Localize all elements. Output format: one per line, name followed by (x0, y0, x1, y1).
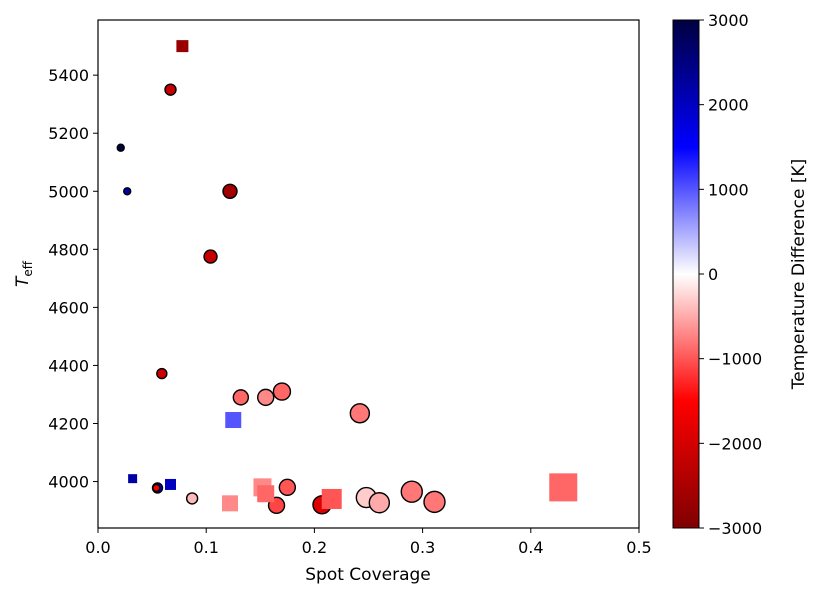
square-point (176, 40, 189, 53)
square-point (222, 495, 239, 512)
x-tick-label: 0.2 (302, 538, 327, 557)
y-tick-label: 4000 (48, 473, 89, 492)
x-tick-label: 0.1 (193, 538, 218, 557)
colorbar (672, 19, 700, 529)
colorbar-tick-label: −2000 (708, 434, 762, 453)
circle-point (368, 492, 391, 514)
square-point (128, 474, 138, 484)
circle-point (400, 480, 423, 503)
circle-point (156, 367, 168, 380)
square-point (164, 478, 176, 490)
circle-point (232, 389, 250, 406)
y-tick-label: 4800 (48, 240, 89, 259)
y-tick-label: 4400 (48, 356, 89, 375)
x-tick-label: 0.5 (626, 538, 651, 557)
y-tick-label: 5400 (48, 66, 89, 85)
circle-point (257, 388, 275, 407)
circle-point (222, 183, 238, 199)
y-tick-label: 5000 (48, 182, 89, 201)
square-point (225, 412, 242, 429)
colorbar-tick-label: −1000 (708, 350, 762, 369)
colorbar-tick-label: 1000 (708, 180, 749, 199)
colorbar-tick-label: −3000 (708, 519, 762, 538)
plot-frame (97, 19, 640, 529)
y-tick-label: 5200 (48, 124, 89, 143)
colorbar-axis: 3000 2000 1000 0 −1000 −2000 −3000 (699, 11, 762, 538)
x-tick-label: 0.4 (518, 538, 543, 557)
circle-point (164, 83, 177, 96)
circle-point (152, 483, 161, 493)
colorbar-tick-label: 3000 (708, 11, 749, 30)
data-marks (116, 40, 578, 515)
square-point (257, 485, 275, 503)
circle-point (423, 490, 446, 514)
circle-point (116, 143, 125, 152)
x-tick-label: 0.0 (85, 538, 110, 557)
square-point (321, 488, 342, 509)
square-point (549, 473, 578, 502)
colorbar-tick-label: 2000 (708, 96, 749, 115)
colorbar-title: Temperature Difference [K] (789, 159, 809, 391)
circle-point (349, 403, 371, 424)
colorbar-tick-label: 0 (708, 265, 718, 284)
y-tick-label: 4600 (48, 298, 89, 317)
y-axis-title: Teff (13, 260, 35, 287)
y-axis: 4000 4200 4400 4600 4800 5000 5200 5400 (48, 66, 98, 492)
circle-point (123, 187, 132, 196)
x-axis-title: Spot Coverage (305, 565, 431, 585)
circle-point (185, 492, 199, 505)
circle-point (272, 382, 292, 401)
circle-point (203, 249, 218, 264)
x-tick-label: 0.3 (410, 538, 435, 557)
y-tick-label: 4200 (48, 414, 89, 433)
x-axis: 0.0 0.1 0.2 0.3 0.4 0.5 (85, 528, 652, 557)
circle-point (278, 478, 297, 497)
